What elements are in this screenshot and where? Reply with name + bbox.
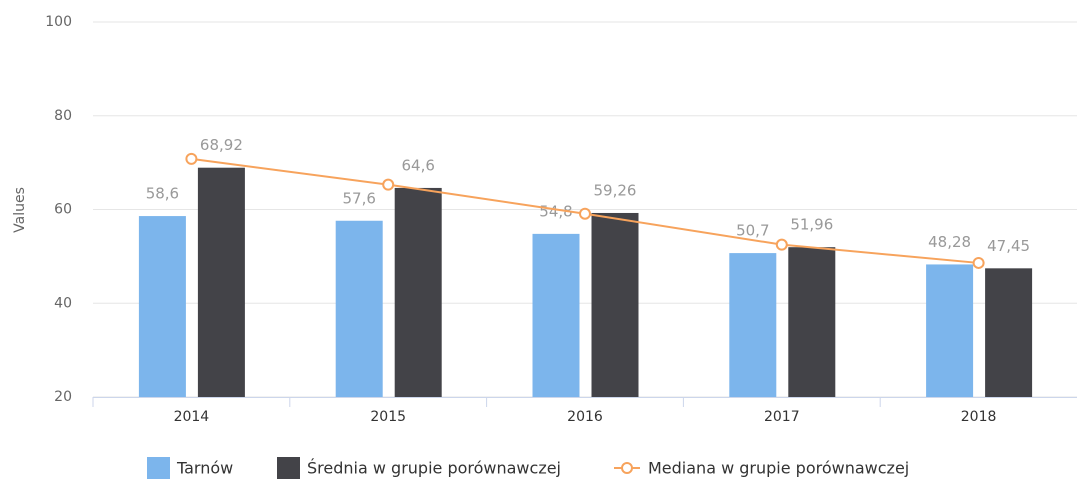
bar <box>788 247 836 397</box>
bar <box>138 216 186 397</box>
x-tick-label: 2014 <box>174 409 210 425</box>
line-marker <box>185 152 198 165</box>
legend-symbol <box>147 457 170 479</box>
data-label: 54,8 <box>539 202 572 220</box>
legend-label: Średnia w grupie porównawczej <box>307 459 561 478</box>
y-tick-label: 100 <box>45 14 72 30</box>
data-label: 64,6 <box>401 156 434 174</box>
x-tick-label: 2017 <box>764 409 800 425</box>
data-label: 47,45 <box>987 237 1030 255</box>
legend-symbol <box>277 457 300 479</box>
bar <box>591 212 639 397</box>
bar <box>532 233 580 397</box>
data-label: 50,7 <box>736 222 769 240</box>
y-tick-label: 20 <box>54 389 72 405</box>
data-label: 59,26 <box>594 181 637 199</box>
legend-label: Tarnów <box>176 459 233 478</box>
x-tick-label: 2018 <box>961 409 997 425</box>
line-marker <box>775 238 788 251</box>
bar <box>394 187 442 397</box>
y-tick-label: 40 <box>54 295 72 311</box>
x-tick-label: 2015 <box>370 409 406 425</box>
data-label: 51,96 <box>790 216 833 234</box>
data-label: 68,92 <box>200 136 243 154</box>
x-tick-label: 2016 <box>567 409 603 425</box>
legend-label: Mediana w grupie porównawczej <box>648 459 909 478</box>
line-marker <box>972 256 985 269</box>
line-marker <box>579 207 591 220</box>
data-label: 58,6 <box>146 185 179 203</box>
bar <box>985 268 1033 397</box>
bar <box>926 264 974 397</box>
data-label: 48,28 <box>928 233 971 251</box>
data-label: 57,6 <box>342 189 375 207</box>
y-tick-label: 60 <box>54 202 72 218</box>
line-marker <box>382 178 395 191</box>
y-axis-label: Values <box>12 187 28 233</box>
bar <box>197 167 245 397</box>
bar <box>335 220 383 397</box>
y-tick-label: 80 <box>54 108 72 124</box>
bar <box>729 253 777 397</box>
legend-symbol <box>621 462 633 474</box>
